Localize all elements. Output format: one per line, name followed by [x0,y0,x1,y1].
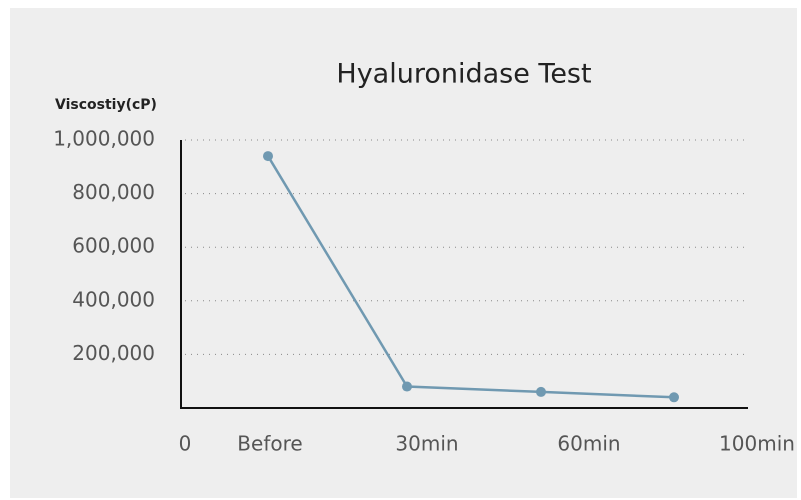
y-tick-label: 400,000 [72,287,155,311]
x-tick-label: 30min [395,432,458,456]
x-tick-label: 100min [719,432,795,456]
x-tick-label: 0 [179,432,192,456]
point [263,151,273,162]
y-tick-label: 200,000 [72,341,155,365]
line [266,155,675,399]
y-axis-label: Viscostiy(cP) [55,97,157,113]
point [536,386,546,397]
x-tick-label: Before [237,432,302,456]
x-tick-label: 60min [557,432,620,456]
y-tick-label: 1,000,000 [53,127,155,151]
point [669,392,679,403]
chart-title: Hyaluronidase Test [336,59,591,90]
point [402,381,412,392]
panel [10,8,797,498]
y-tick-label: 800,000 [72,180,155,204]
y-tick-label: 600,000 [72,234,155,258]
